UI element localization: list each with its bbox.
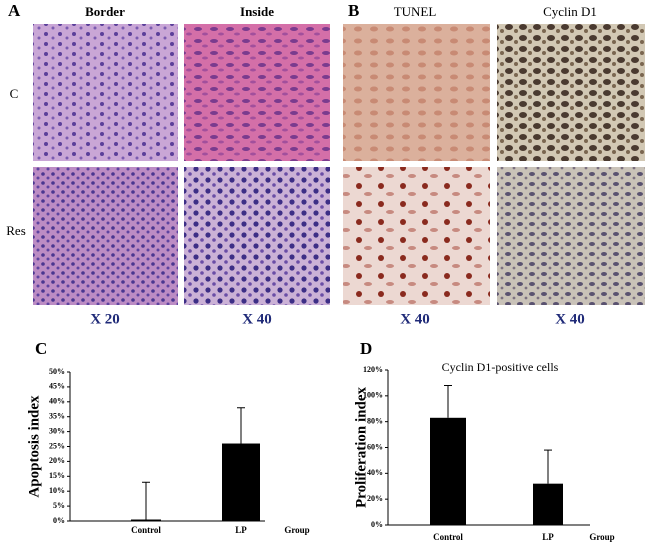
image-inside-res (184, 167, 330, 305)
column-title: Border (85, 4, 125, 19)
y-tick-label: 0% (53, 516, 65, 525)
image-tunel-res (343, 167, 490, 305)
y-tick-label: 80% (367, 416, 383, 425)
micrographs (33, 24, 645, 305)
magnification: X 40 (242, 311, 272, 327)
x-axis-label: Group (589, 532, 614, 542)
y-axis-label: Apoptosis index (26, 395, 42, 498)
panel-label: B (348, 1, 359, 20)
magnification: X 40 (555, 311, 585, 327)
y-axis-label: Proliferation index (353, 387, 369, 508)
y-tick-label: 60% (367, 442, 383, 451)
x-axis-label: Group (284, 525, 309, 535)
column-title: TUNEL (394, 4, 437, 19)
column-title: Inside (240, 4, 274, 19)
bar (222, 443, 260, 521)
row-label: Res (6, 223, 26, 238)
panel-label: D (360, 339, 372, 358)
y-tick-label: 15% (49, 471, 65, 480)
magnification: X 40 (400, 311, 430, 327)
image-cyclin-res (497, 167, 645, 305)
y-tick-label: 40% (49, 397, 65, 406)
image-border-c (33, 24, 178, 161)
y-tick-label: 0% (371, 520, 383, 529)
x-tick-label: LP (542, 532, 554, 542)
bar (430, 417, 466, 525)
x-tick-label: Control (433, 532, 463, 542)
y-tick-label: 45% (49, 382, 65, 391)
bar (131, 519, 161, 521)
x-tick-label: LP (235, 525, 247, 535)
bar (533, 483, 563, 525)
y-tick-label: 25% (49, 441, 65, 450)
chart-title: Cyclin D1-positive cells (442, 360, 559, 374)
image-cyclin-c (497, 24, 645, 161)
row-label: C (10, 86, 19, 101)
column-title: Cyclin D1 (543, 4, 597, 19)
y-tick-label: 120% (363, 365, 383, 374)
image-tunel-c (343, 24, 490, 161)
magnification: X 20 (90, 311, 120, 327)
y-tick-label: 20% (49, 456, 65, 465)
panel-label: A (8, 1, 21, 20)
y-tick-label: 5% (53, 501, 65, 510)
y-tick-label: 40% (367, 468, 383, 477)
image-inside-c (184, 24, 330, 161)
image-border-res (33, 167, 178, 305)
y-tick-label: 35% (49, 412, 65, 421)
x-tick-label: Control (131, 525, 161, 535)
y-tick-label: 20% (367, 494, 383, 503)
y-tick-label: 30% (49, 426, 65, 435)
panel-label: C (35, 339, 47, 358)
y-tick-label: 100% (363, 391, 383, 400)
y-tick-label: 10% (49, 486, 65, 495)
y-tick-label: 50% (49, 367, 65, 376)
